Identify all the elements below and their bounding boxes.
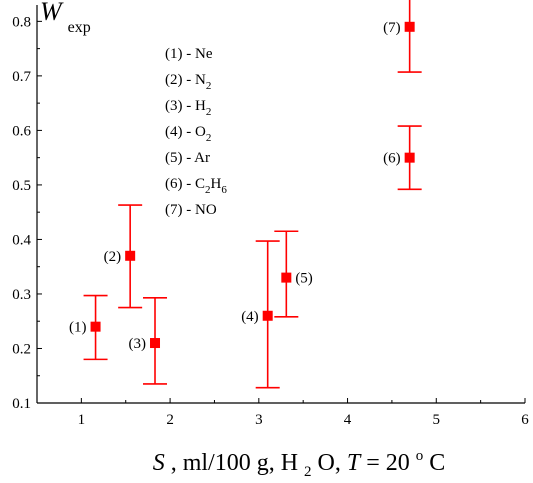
- y-tick-label: 0.2: [12, 341, 31, 357]
- data-point-label: (4): [241, 309, 259, 325]
- y-tick-label: 0.8: [12, 14, 31, 30]
- y-tick-label: 0.6: [12, 123, 31, 139]
- legend-entry-text: (5) -: [165, 150, 194, 166]
- data-point-label: (7): [383, 20, 401, 36]
- legend-entry-text: 2: [205, 184, 211, 196]
- y-tick-label: 0.7: [12, 69, 31, 85]
- x-axis-title-temp-unit: C: [429, 450, 445, 476]
- x-tick-label: 3: [255, 412, 263, 428]
- y-axis-title: W exp: [40, 0, 91, 36]
- x-axis-title-h2o-subscript: 2: [304, 464, 312, 480]
- x-axis-title-unit-a: , ml/100 g, H: [171, 450, 298, 476]
- legend-entry-text: O: [195, 124, 206, 140]
- legend-entry-text: H: [211, 176, 222, 192]
- legend-entry: (1) - Ne: [165, 46, 213, 62]
- x-axis-title-var: S: [153, 450, 165, 476]
- data-point-marker: [262, 310, 273, 321]
- data-point-marker: [404, 152, 415, 163]
- legend-entry: (7) - NO: [165, 202, 217, 218]
- data-point-label: (6): [383, 151, 401, 167]
- y-tick-label: 0.4: [12, 232, 31, 248]
- legend-entry: (6) - C2H6: [165, 176, 227, 196]
- y-tick-label: 0.5: [12, 178, 31, 194]
- y-tick-label: 0.1: [12, 396, 31, 412]
- legend-entry-text: H: [195, 98, 206, 114]
- y-axis-title-main: W: [40, 0, 64, 26]
- legend-entry-text: (4) -: [165, 124, 195, 140]
- x-tick-label: 1: [78, 412, 86, 428]
- legend-entry: (3) - H2: [165, 98, 211, 118]
- legend-entry-text: (7) -: [165, 202, 195, 218]
- legend-entry-text: Ne: [195, 46, 213, 62]
- x-axis-title-temp-var: T: [347, 450, 362, 476]
- y-axis-title-subscript: exp: [68, 19, 91, 36]
- legend-entry-text: 2: [206, 80, 212, 92]
- data-point-marker: [150, 338, 161, 349]
- x-tick-label: 6: [521, 412, 529, 428]
- y-tick-label: 0.3: [12, 287, 31, 303]
- legend-entry-text: C: [195, 176, 205, 192]
- data-point-marker: [90, 321, 101, 332]
- legend-entry-text: N: [195, 72, 206, 88]
- legend-entry-text: (1) -: [165, 46, 195, 62]
- x-axis-title-degree-sup: o: [416, 448, 424, 464]
- x-tick-label: 5: [433, 412, 441, 428]
- legend-entry: (5) - Ar: [165, 150, 210, 166]
- legend-entry: (2) - N2: [165, 72, 211, 92]
- axis-ticks: 1 2 3 4 5 6 0.1 0.2 0.3 0.4 0.5 0.6 0.7 0.8: [12, 14, 529, 428]
- legend-entry: (4) - O2: [165, 124, 211, 144]
- plot-frame: [36, 5, 525, 404]
- x-tick-label: 4: [344, 412, 352, 428]
- legend-entry-text: 6: [221, 184, 227, 196]
- data-point-label: (3): [129, 336, 147, 352]
- data-point-marker: [404, 21, 415, 32]
- legend-entry-text: (2) -: [165, 72, 195, 88]
- x-axis-title-temp-eq: = 20: [366, 450, 416, 476]
- legend-entry-text: 2: [206, 132, 212, 144]
- data-point-label: (2): [104, 249, 122, 265]
- x-tick-label: 2: [166, 412, 174, 428]
- data-point-label: (1): [69, 320, 87, 336]
- legend-entry-text: (3) -: [165, 98, 195, 114]
- legend: (1) - Ne(2) - N2(3) - H2(4) - O2(5) - Ar…: [165, 46, 227, 218]
- legend-entry-text: Ar: [194, 150, 210, 166]
- legend-entry-text: (6) -: [165, 176, 195, 192]
- data-point-marker: [125, 250, 136, 261]
- x-axis-title-unit-b: O,: [318, 450, 347, 476]
- data-point-label: (5): [295, 271, 313, 287]
- data-point-marker: [281, 272, 292, 283]
- data-marks: (1) (2) (3) (4) (5) (6) (7): [69, 0, 422, 389]
- x-axis-title: S , ml/100 g, H 2 O, T = 20 o C: [153, 440, 446, 482]
- legend-entry-text: 2: [206, 106, 212, 118]
- legend-entry-text: NO: [195, 202, 217, 218]
